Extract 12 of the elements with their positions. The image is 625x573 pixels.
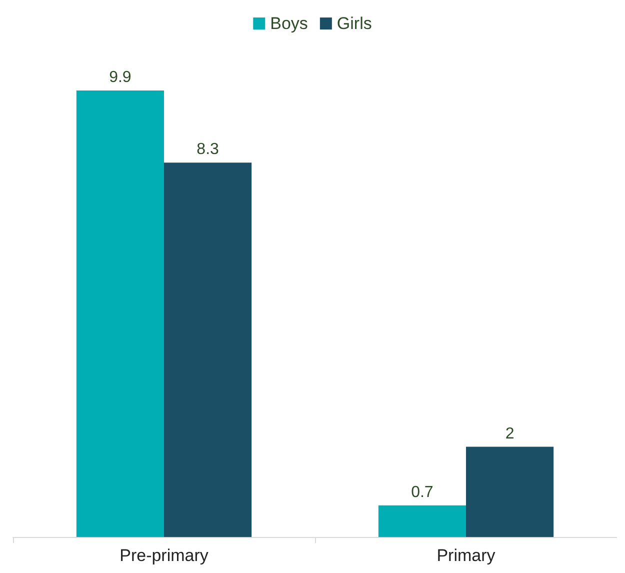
legend-label: Girls <box>336 14 372 33</box>
x-tick-label: Pre-primary <box>120 546 209 565</box>
data-label: 9.9 <box>109 69 132 86</box>
x-tick-label: Primary <box>436 546 496 565</box>
bar <box>378 505 466 537</box>
data-label: 8.3 <box>196 141 220 158</box>
data-label: 0.7 <box>411 484 434 501</box>
data-label: 2 <box>505 425 514 442</box>
bar <box>164 162 252 537</box>
bar <box>76 90 164 537</box>
legend-label: Boys <box>270 14 308 33</box>
bar <box>466 446 554 537</box>
